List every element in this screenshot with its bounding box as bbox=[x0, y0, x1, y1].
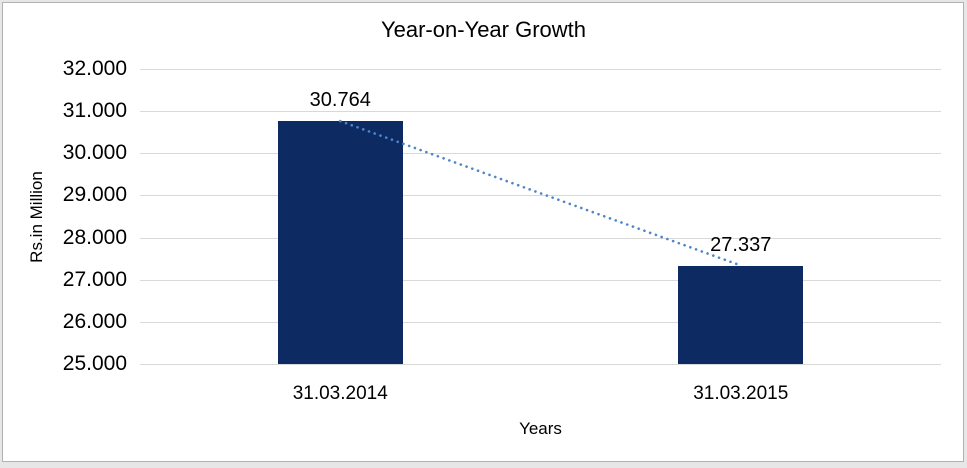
x-axis-title: Years bbox=[519, 419, 562, 438]
bar bbox=[277, 121, 403, 364]
y-tick-label: 26.000 bbox=[62, 309, 127, 333]
y-tick-label: 25.000 bbox=[62, 352, 127, 375]
gridline bbox=[140, 237, 941, 239]
gridline bbox=[140, 69, 941, 70]
trendline bbox=[338, 119, 743, 267]
gridline bbox=[140, 111, 941, 113]
plot-area: 30.764 27.337 bbox=[140, 69, 941, 365]
gridline bbox=[140, 195, 941, 197]
chart-frame bbox=[2, 2, 964, 462]
x-category-label: 31.03.2015 bbox=[693, 383, 789, 404]
chart-title: Year-on-Year Growth bbox=[380, 17, 587, 42]
y-axis-tick-labels: 25.000 26.000 27.000 28.000 29.000 30.000 31.0… bbox=[0, 0, 127, 468]
bar-value-label: 27.337 bbox=[710, 233, 772, 256]
gridline bbox=[140, 153, 941, 155]
bar bbox=[678, 265, 804, 364]
y-tick-label: 30.000 bbox=[62, 141, 127, 165]
gridline bbox=[140, 279, 941, 281]
y-tick-label: 27.000 bbox=[62, 267, 127, 291]
bar-value-label: 30.764 bbox=[309, 89, 371, 112]
y-tick-label: 32.000 bbox=[62, 57, 127, 80]
trendline-segment bbox=[338, 119, 743, 267]
gridline bbox=[140, 364, 941, 365]
y-tick-label: 28.000 bbox=[62, 225, 127, 249]
x-axis-category-labels: 31.03.2014 31.03.2015 bbox=[0, 382, 967, 406]
y-tick-label: 31.000 bbox=[62, 99, 127, 123]
gridline bbox=[140, 321, 941, 323]
x-category-label: 31.03.2014 bbox=[292, 383, 388, 404]
y-tick-label: 29.000 bbox=[62, 183, 127, 207]
